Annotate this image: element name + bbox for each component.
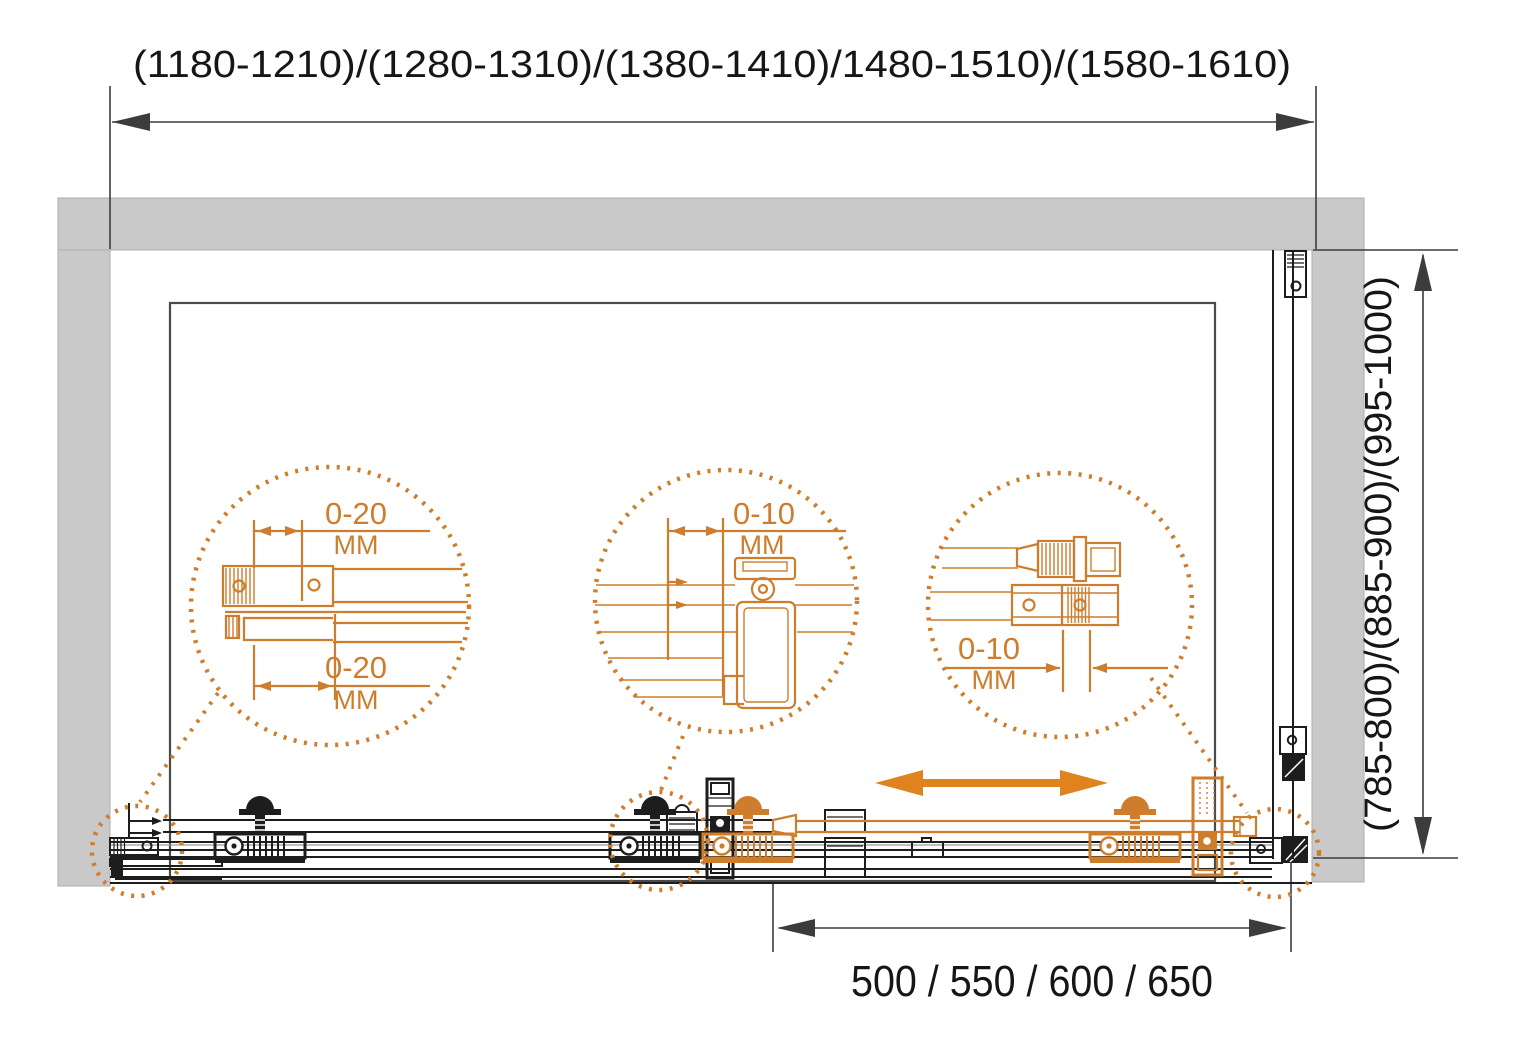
arrowhead-down — [1414, 817, 1432, 855]
detail-left-bottom-unit: ММ — [334, 685, 379, 715]
bottom-dimension: 500 / 550 / 600 / 650 — [772, 862, 1292, 1006]
slide-direction-arrow — [875, 770, 1108, 796]
roller-orange-2 — [1088, 794, 1182, 865]
sliding-door-orange — [701, 770, 1258, 877]
detail-callouts — [89, 464, 1322, 900]
guide-block — [666, 804, 698, 835]
glass-clamp — [771, 813, 798, 838]
right-catch — [1249, 836, 1308, 864]
leader-right — [1149, 676, 1249, 815]
wall-right — [1311, 249, 1365, 883]
wall-left — [57, 197, 111, 887]
top-dimension: (1180-1210)/(1280-1310)/(1380-1410)/1480… — [109, 44, 1317, 249]
detail-circle-center — [592, 467, 860, 735]
sliding-door-glass-lines — [796, 819, 1240, 834]
arrowhead-left — [777, 919, 815, 937]
detail-center-content: 0-10 ММ — [595, 496, 854, 710]
roller-black-1 — [213, 794, 307, 865]
callout-circle-center — [607, 789, 711, 893]
detail-right-content: 0-10 ММ — [930, 535, 1168, 695]
detail-left-bottom-value: 0-20 — [325, 650, 387, 685]
callout-circle-right — [1228, 806, 1322, 900]
right-wall-profile — [1272, 250, 1307, 859]
ref-arrow-2 — [152, 829, 162, 837]
detail-right-unit: ММ — [972, 665, 1017, 695]
leader-left — [138, 691, 220, 804]
glass-panel-outline — [168, 301, 1217, 883]
detail-left-content: 0-20 ММ 0-20 ММ — [221, 496, 468, 715]
door-end-piece — [1232, 815, 1258, 838]
arrowhead-up — [1414, 253, 1432, 291]
bottom-dimension-label: 500 / 550 / 600 / 650 — [851, 957, 1213, 1006]
detail-center-value: 0-10 — [733, 496, 795, 531]
detail-right-value: 0-10 — [958, 631, 1020, 666]
arrowhead-right — [1276, 113, 1314, 131]
detail-circle-right — [925, 470, 1195, 740]
leader-center — [659, 735, 685, 791]
detail-left-top-value: 0-20 — [325, 496, 387, 531]
fixed-door-end-profile — [705, 777, 735, 880]
right-dimension: (785-800)/(885-900)/(995-1000) — [1313, 249, 1458, 859]
profile-section-b — [911, 837, 944, 858]
detail-left-top-unit: ММ — [334, 530, 379, 560]
wall-top — [57, 197, 1365, 251]
right-dimension-label: (785-800)/(885-900)/(995-1000) — [1358, 276, 1400, 832]
bottom-track — [109, 777, 1312, 884]
arrowhead-left — [112, 113, 150, 131]
sliding-door-end-profile — [1191, 776, 1224, 877]
left-wall-bracket — [109, 837, 223, 880]
arrowhead-right — [1249, 919, 1287, 937]
detail-center-unit: ММ — [740, 530, 785, 560]
top-dimension-label: (1180-1210)/(1280-1310)/(1380-1410)/1480… — [133, 44, 1291, 86]
callout-circle-left — [89, 803, 185, 899]
detail-circle-left — [188, 464, 472, 748]
ref-arrow-1 — [152, 817, 162, 825]
